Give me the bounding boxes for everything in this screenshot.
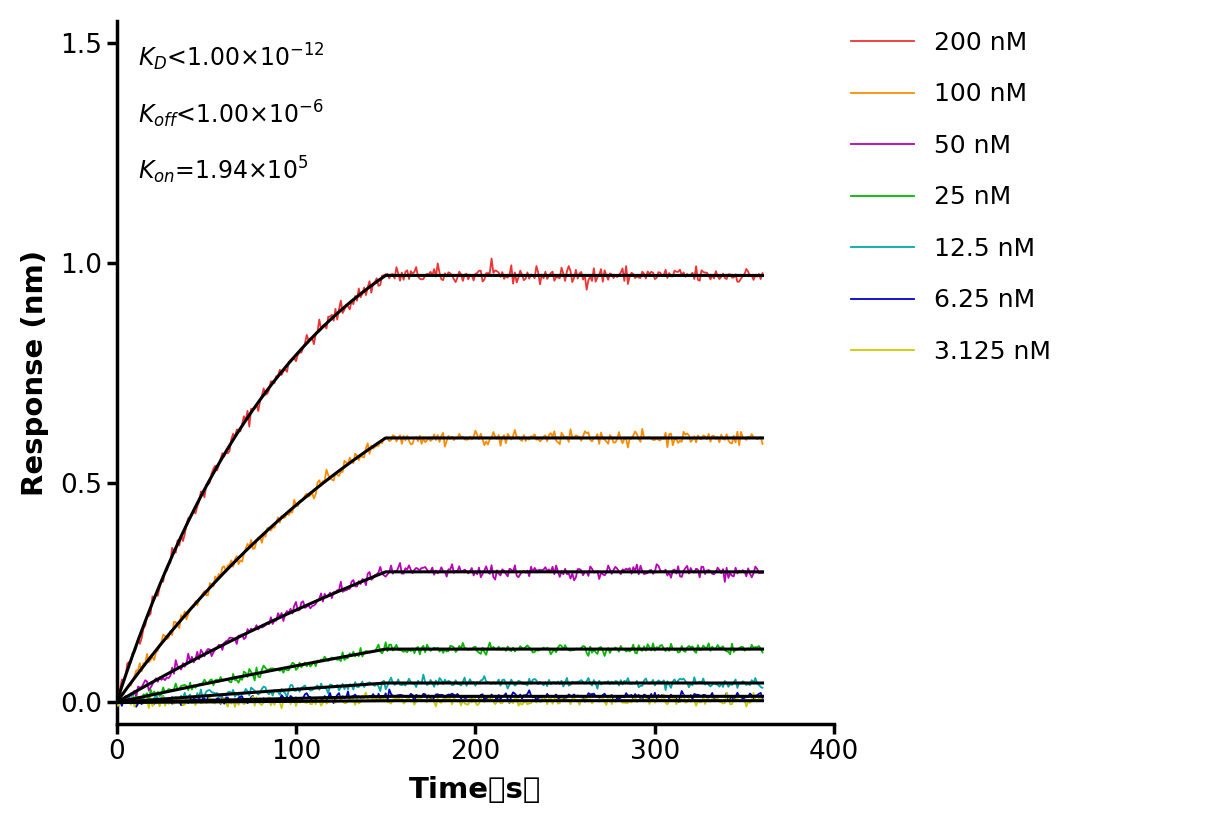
- 12.5 nM: [480, 677, 495, 687]
- 50 nM: [678, 563, 692, 573]
- 6.25 nM: [232, 693, 246, 703]
- Line: 3.125 nM: 3.125 nM: [117, 693, 763, 708]
- 3.125 nM: [680, 697, 695, 707]
- 3.125 nM: [516, 697, 531, 707]
- 25 nM: [755, 648, 770, 658]
- 3.125 nM: [127, 701, 142, 711]
- 25 nM: [232, 678, 246, 688]
- 100 nM: [479, 436, 494, 446]
- Line: 100 nM: 100 nM: [117, 429, 763, 700]
- Text: $K_D$<1.00×10$^{-12}$
$K_{off}$<1.00×10$^{-6}$
$K_{on}$=1.94×10$^5$: $K_D$<1.00×10$^{-12}$ $K_{off}$<1.00×10$…: [138, 42, 325, 186]
- 12.5 nM: [755, 683, 770, 693]
- 25 nM: [110, 692, 124, 702]
- 12.5 nM: [516, 679, 531, 689]
- 100 nM: [232, 559, 246, 569]
- Line: 200 nM: 200 nM: [117, 258, 763, 700]
- 100 nM: [500, 429, 515, 439]
- 6.25 nM: [755, 694, 770, 704]
- 3.125 nM: [503, 698, 517, 708]
- 50 nM: [479, 561, 494, 571]
- 200 nM: [484, 253, 499, 263]
- 50 nM: [393, 558, 408, 568]
- 12.5 nM: [416, 670, 431, 680]
- 6.25 nM: [503, 698, 517, 708]
- 12.5 nM: [680, 678, 695, 688]
- 6.25 nM: [129, 702, 144, 712]
- 25 nM: [142, 698, 156, 708]
- 6.25 nM: [127, 699, 142, 709]
- 100 nM: [680, 428, 695, 438]
- 50 nM: [755, 568, 770, 578]
- 25 nM: [480, 644, 495, 653]
- 3.125 nM: [275, 703, 290, 713]
- 50 nM: [515, 567, 530, 577]
- 100 nM: [755, 439, 770, 449]
- 12.5 nM: [129, 700, 144, 710]
- 25 nM: [503, 644, 517, 654]
- 200 nM: [755, 268, 770, 278]
- 50 nM: [229, 639, 244, 648]
- X-axis label: Time（s）: Time（s）: [409, 776, 542, 804]
- Y-axis label: Response (nm): Response (nm): [21, 250, 49, 496]
- 200 nM: [678, 272, 692, 282]
- 25 nM: [680, 643, 695, 653]
- 6.25 nM: [516, 691, 531, 700]
- 12.5 nM: [503, 680, 517, 690]
- 200 nM: [515, 271, 530, 281]
- 200 nM: [500, 272, 515, 282]
- 200 nM: [477, 275, 492, 285]
- Line: 25 nM: 25 nM: [117, 643, 763, 703]
- 25 nM: [127, 694, 142, 704]
- 100 nM: [515, 436, 530, 446]
- 50 nM: [110, 702, 124, 712]
- 6.25 nM: [680, 692, 695, 702]
- 100 nM: [110, 692, 124, 702]
- 3.125 nM: [229, 695, 244, 705]
- 25 nM: [516, 644, 531, 654]
- 12.5 nM: [232, 691, 246, 700]
- 12.5 nM: [127, 695, 142, 705]
- 6.25 nM: [480, 693, 495, 703]
- 12.5 nM: [110, 696, 124, 706]
- 6.25 nM: [110, 701, 124, 711]
- 3.125 nM: [480, 695, 495, 705]
- 50 nM: [127, 686, 142, 695]
- Line: 50 nM: 50 nM: [117, 563, 763, 707]
- 100 nM: [129, 666, 144, 676]
- 3.125 nM: [359, 688, 373, 698]
- 200 nM: [110, 695, 124, 705]
- Legend: 200 nM, 100 nM, 50 nM, 25 nM, 12.5 nM, 6.25 nM, 3.125 nM: 200 nM, 100 nM, 50 nM, 25 nM, 12.5 nM, 6…: [841, 21, 1061, 374]
- 25 nM: [378, 638, 393, 648]
- 200 nM: [127, 648, 142, 658]
- 6.25 nM: [382, 685, 397, 695]
- 3.125 nM: [755, 695, 770, 705]
- Line: 12.5 nM: 12.5 nM: [117, 675, 763, 705]
- 50 nM: [500, 572, 515, 582]
- Line: 6.25 nM: 6.25 nM: [117, 690, 763, 707]
- 200 nM: [229, 425, 244, 435]
- 3.125 nM: [110, 700, 124, 710]
- 100 nM: [111, 695, 126, 705]
- 100 nM: [634, 424, 649, 434]
